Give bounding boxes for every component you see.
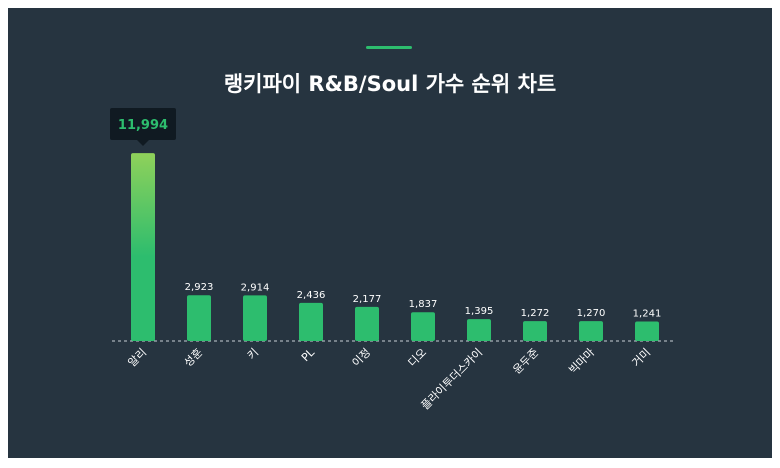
value-label-3: 2,914 bbox=[241, 282, 270, 293]
value-label-2: 2,923 bbox=[185, 282, 214, 293]
tooltip-pointer bbox=[137, 140, 149, 146]
category-label-7: 플라이투더스카이 bbox=[419, 346, 485, 412]
category-label-1: 알리 bbox=[125, 345, 149, 369]
bar-2 bbox=[187, 295, 211, 341]
top-value-tooltip: 11,994 bbox=[110, 108, 176, 146]
category-label-8: 윤두준 bbox=[510, 346, 541, 377]
value-label-7: 1,395 bbox=[465, 306, 494, 317]
bar-3 bbox=[243, 295, 267, 341]
category-label-10: 거미 bbox=[630, 346, 654, 370]
bar-8 bbox=[523, 321, 547, 341]
bar-6 bbox=[411, 312, 435, 341]
bar-5 bbox=[355, 306, 379, 341]
category-label-2: 성훈 bbox=[182, 346, 206, 370]
bar-9 bbox=[579, 321, 603, 341]
category-label-4: PL bbox=[299, 345, 318, 364]
category-label-9: 빅마마 bbox=[566, 346, 597, 377]
title-accent-line bbox=[366, 46, 412, 49]
bar-10 bbox=[635, 321, 659, 341]
category-label-6: 디오 bbox=[406, 346, 430, 370]
value-label-10: 1,241 bbox=[633, 309, 662, 320]
value-label-5: 2,177 bbox=[353, 294, 382, 305]
chart-title: 랭키파이 R&B/Soul 가수 순위 차트 bbox=[223, 72, 557, 96]
category-label-3: 키 bbox=[245, 346, 261, 362]
bar-7 bbox=[467, 319, 491, 341]
tooltip-value: 11,994 bbox=[118, 118, 168, 133]
bar-4 bbox=[299, 302, 323, 341]
value-label-9: 1,270 bbox=[577, 308, 606, 319]
value-label-4: 2,436 bbox=[297, 290, 326, 301]
value-label-6: 1,837 bbox=[409, 299, 438, 310]
bar-1 bbox=[131, 153, 155, 341]
tooltip-box bbox=[110, 108, 176, 140]
value-label-8: 1,272 bbox=[521, 308, 550, 319]
category-label-5: 이정 bbox=[350, 346, 374, 370]
